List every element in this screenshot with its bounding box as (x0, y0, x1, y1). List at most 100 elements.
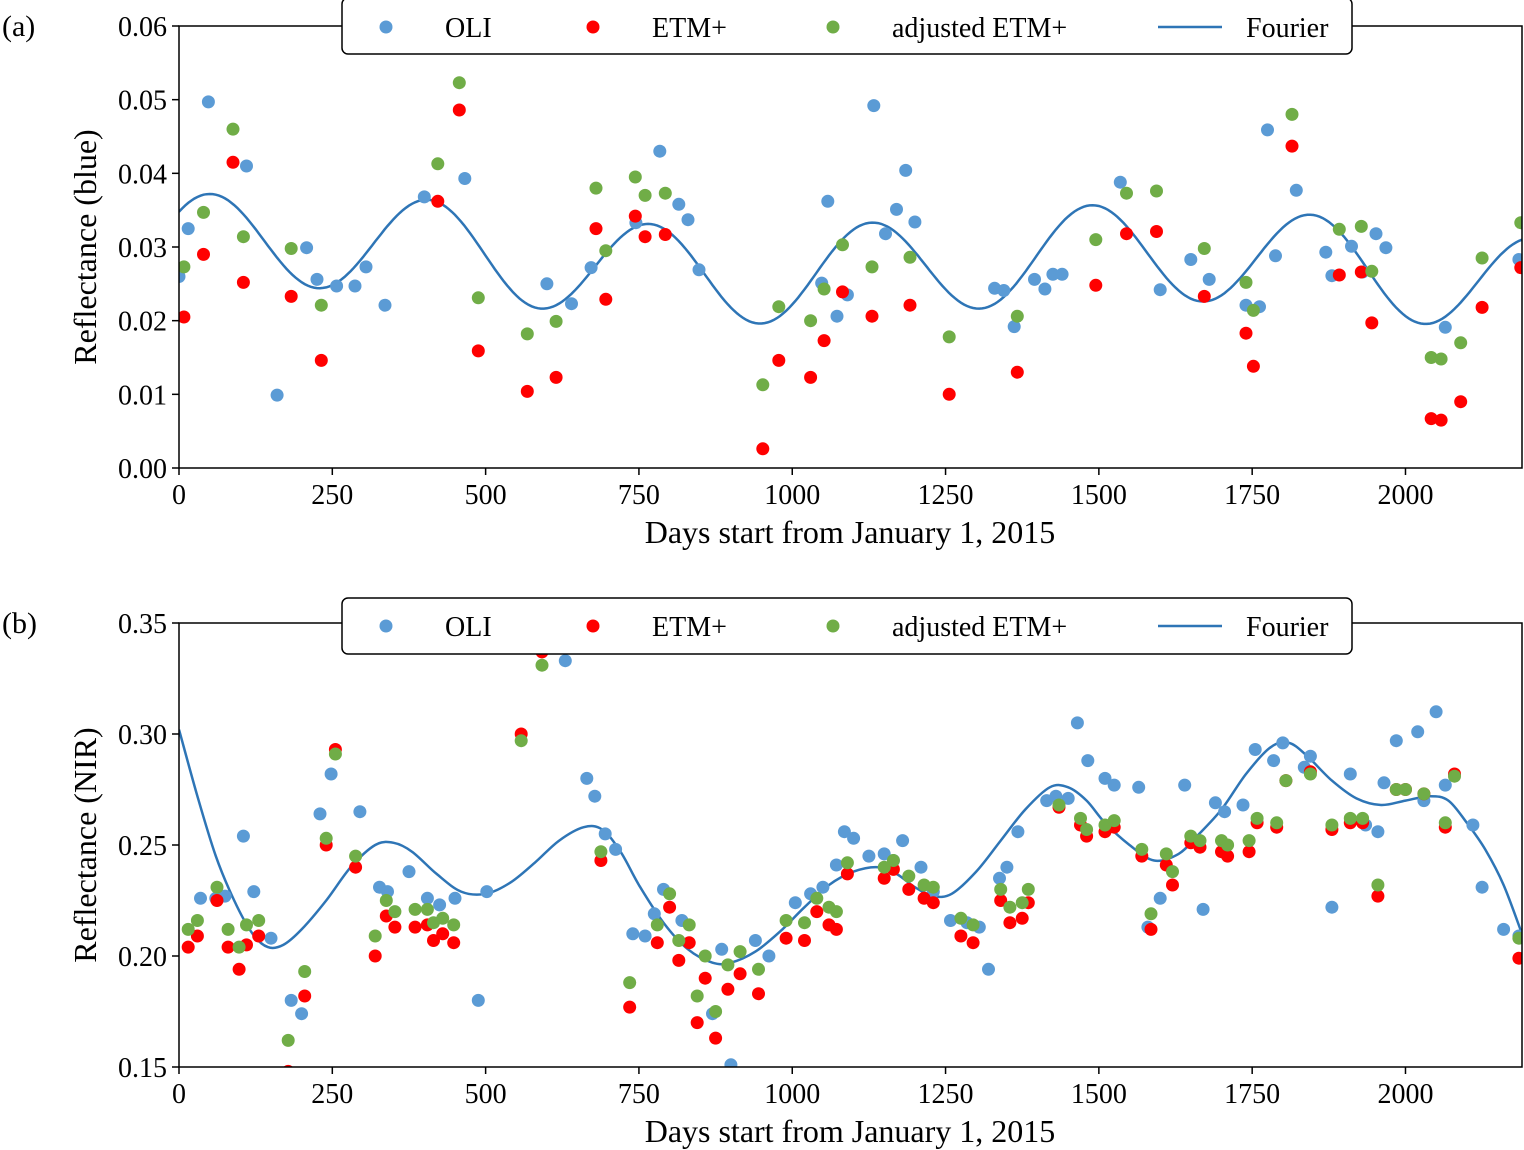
point-adjusted-etm (179, 260, 191, 274)
point-oli (1046, 267, 1060, 281)
y-tick-label: 0.20 (118, 942, 167, 973)
point-oli (1236, 798, 1250, 812)
point-oli (1153, 891, 1167, 905)
point-oli (330, 279, 344, 293)
x-tick-label: 250 (311, 480, 353, 511)
point-adjusted-etm (1270, 816, 1284, 830)
point-etm (427, 934, 440, 947)
x-tick-label: 0 (172, 480, 186, 511)
legend-box-a (341, 0, 1353, 55)
point-etm (1371, 889, 1385, 903)
y-tick-label: 0.03 (118, 233, 167, 264)
point-adjusted-etm (1144, 907, 1158, 921)
point-oli (1411, 725, 1425, 739)
point-adjusted-etm (589, 181, 603, 195)
y-tick-label: 0.25 (118, 831, 167, 862)
legend-label-oli: OLI (445, 13, 492, 44)
point-adjusted-etm (408, 902, 422, 916)
point-adjusted-etm (514, 734, 528, 748)
legend-marker-adjusted-etm (826, 619, 840, 633)
point-oli (1475, 880, 1489, 894)
point-adjusted-etm (779, 914, 793, 927)
point-adjusted-etm (298, 965, 312, 978)
point-oli (837, 825, 851, 839)
point-etm (1454, 395, 1468, 409)
point-etm (638, 230, 652, 244)
y-tick-label: 0.30 (118, 720, 167, 751)
point-adjusted-etm (1356, 811, 1370, 825)
point-etm (779, 931, 793, 945)
point-adjusted-etm (658, 186, 672, 200)
point-adjusted-etm (1166, 865, 1179, 879)
point-adjusted-etm (682, 918, 696, 932)
point-etm (865, 309, 879, 323)
point-oli (236, 829, 250, 843)
legend-a: OLI ETM+ adjusted ETM+ Fourier (341, 0, 1353, 55)
point-etm (1089, 278, 1103, 292)
point-etm (1003, 916, 1017, 930)
point-etm (954, 929, 968, 943)
point-oli (580, 771, 594, 785)
point-adjusted-etm (1242, 834, 1256, 848)
point-adjusted-etm (284, 242, 298, 255)
point-adjusted-etm (1239, 275, 1253, 289)
point-oli (609, 842, 623, 856)
point-etm (994, 894, 1008, 907)
point-adjusted-etm (926, 880, 940, 894)
point-adjusted-etm (994, 882, 1008, 896)
point-etm (877, 871, 891, 885)
point-adjusted-etm (877, 860, 891, 874)
y-tick-label: 0.01 (118, 380, 167, 411)
point-adjusted-etm (1512, 931, 1522, 945)
point-etm (1246, 359, 1260, 373)
point-etm (1424, 412, 1438, 426)
point-etm (840, 867, 854, 881)
x-tick-label: 1000 (764, 1079, 820, 1110)
x-tick-label: 1000 (764, 480, 820, 511)
point-oli (1429, 705, 1443, 719)
point-adjusted-etm (281, 1033, 295, 1047)
point-oli (1007, 320, 1021, 334)
point-adjusted-etm (181, 922, 195, 936)
point-oli (829, 858, 843, 872)
point-etm (236, 275, 250, 289)
point-adjusted-etm (252, 914, 266, 927)
point-adjusted-etm (197, 205, 210, 219)
point-oli (433, 898, 447, 912)
point-etm (1365, 316, 1379, 330)
point-oli (724, 1058, 738, 1067)
point-oli (588, 789, 602, 803)
y-tick-label: 0.02 (118, 307, 167, 338)
point-etm (549, 370, 563, 384)
point-etm (599, 292, 613, 306)
point-etm (756, 442, 770, 456)
point-etm (810, 905, 824, 919)
point-etm (804, 370, 818, 384)
legend-marker-oli (379, 619, 393, 633)
point-etm (682, 936, 696, 950)
point-oli (867, 99, 881, 113)
panel-label-b: (b) (2, 607, 37, 640)
point-oli (1345, 239, 1358, 253)
point-adjusted-etm (1193, 834, 1207, 848)
point-oli (353, 805, 367, 819)
point-oli (1389, 734, 1403, 748)
point-adjusted-etm (1325, 818, 1339, 832)
point-oli (417, 190, 431, 204)
point-etm (197, 247, 210, 261)
point-oli (944, 914, 957, 927)
point-adjusted-etm (966, 918, 980, 932)
point-oli (1081, 754, 1095, 768)
point-adjusted-etm (672, 934, 686, 947)
point-adjusted-etm (663, 887, 677, 901)
point-oli (181, 222, 195, 236)
x-tick-label: 0 (172, 1079, 186, 1110)
legend-marker-oli (379, 20, 393, 34)
point-etm (733, 967, 747, 981)
point-oli (681, 213, 695, 227)
fourier-line (179, 729, 1522, 966)
legend-b: OLI ETM+ adjusted ETM+ Fourier (341, 597, 1353, 655)
legend-marker-adjusted-etm (826, 20, 840, 34)
x-tick-label: 250 (311, 1079, 353, 1110)
point-etm (408, 920, 422, 934)
